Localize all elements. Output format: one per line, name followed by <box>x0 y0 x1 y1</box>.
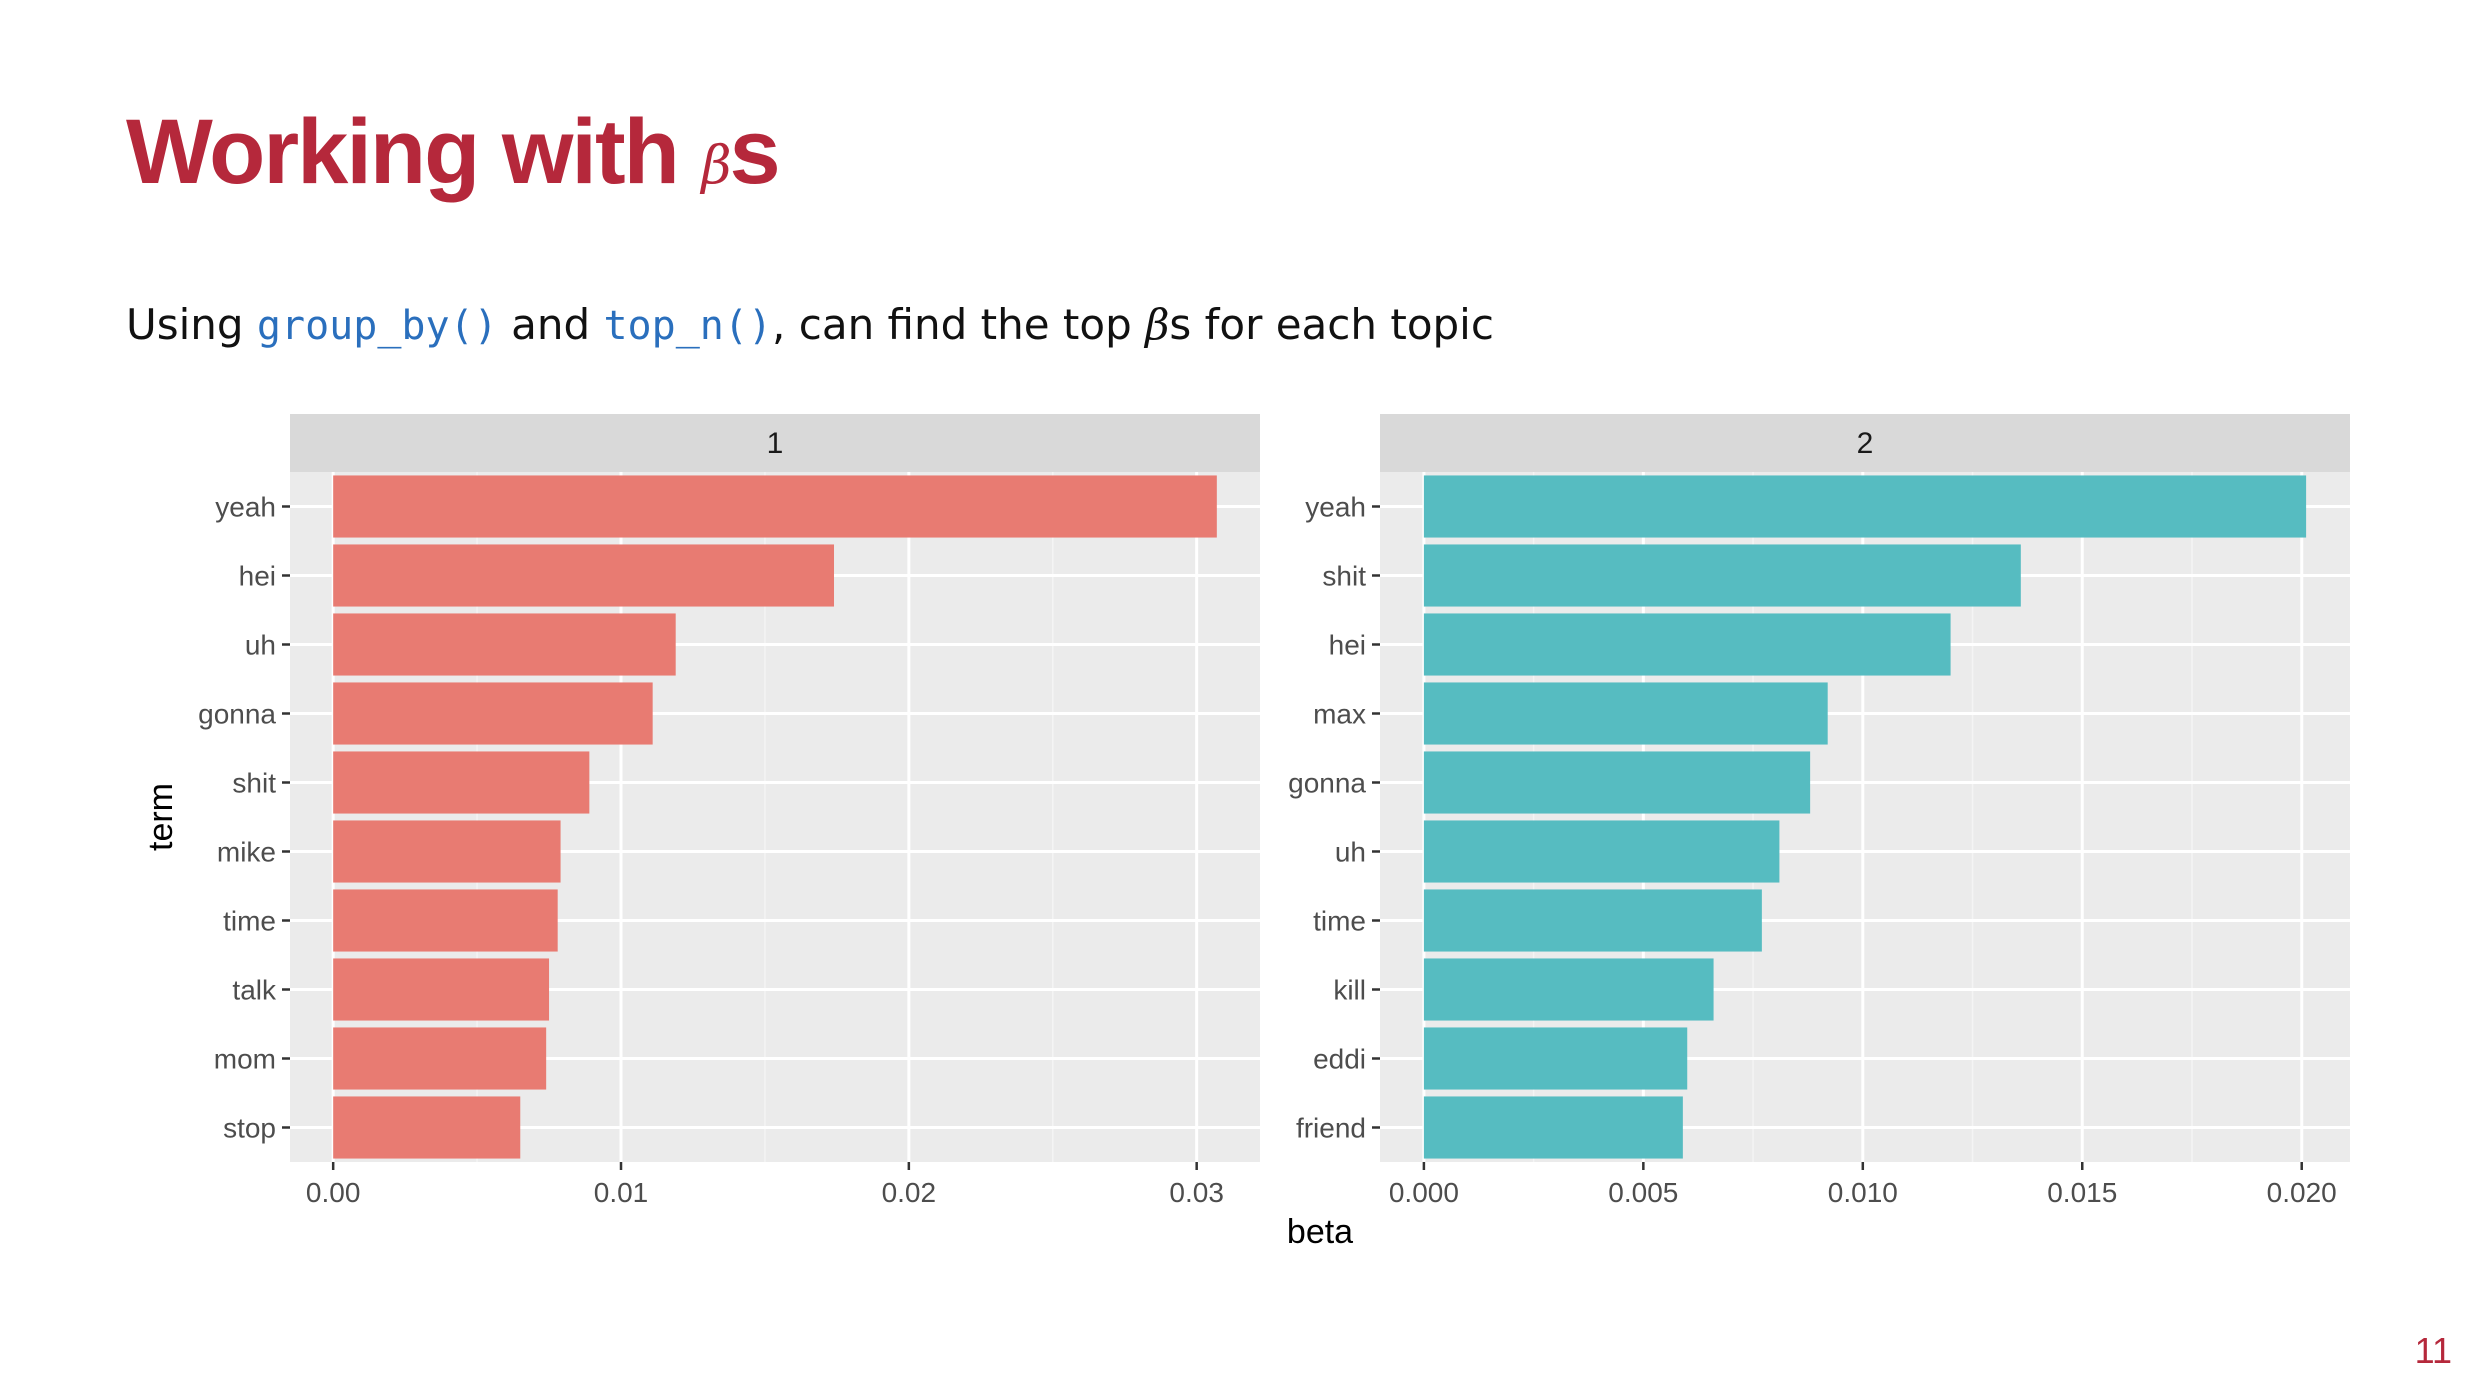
page-number: 11 <box>2414 1330 2452 1371</box>
x-tick-label: 0.005 <box>1608 1177 1678 1208</box>
x-tick-label: 0.010 <box>1828 1177 1898 1208</box>
subtitle-pre: Using <box>126 300 257 349</box>
y-tick-label: yeah <box>215 492 276 523</box>
y-tick-label: gonna <box>1288 768 1366 799</box>
title-beta-symbol: β <box>701 136 731 196</box>
bar-mike <box>333 820 561 883</box>
x-tick-label: 0.03 <box>1169 1177 1224 1208</box>
bar-kill <box>1423 958 1714 1021</box>
y-tick-label: stop <box>223 1113 276 1144</box>
subtitle-beta-symbol: β <box>1145 300 1170 349</box>
subtitle-end: s for each topic <box>1169 300 1494 349</box>
bar-gonna <box>1423 751 1811 814</box>
y-tick-label: gonna <box>198 699 276 730</box>
title-suffix: s <box>729 101 780 203</box>
y-tick-label: time <box>223 906 276 937</box>
bar-eddi <box>1423 1027 1688 1090</box>
bar-mom <box>333 1027 547 1090</box>
x-tick-label: 0.000 <box>1389 1177 1459 1208</box>
bar-uh <box>1423 820 1780 883</box>
slide-title: Working with βs <box>126 100 781 205</box>
subtitle-mid: and <box>497 300 604 349</box>
y-tick-label: talk <box>232 975 277 1006</box>
facet-strip <box>290 414 1260 472</box>
facet-label: 1 <box>767 427 784 460</box>
facet-strip <box>1380 414 2350 472</box>
beta-facet-chart: 1 yeah hei uh gonna shit mike time talk mom stop 0.… <box>142 414 2350 1251</box>
y-tick-label: max <box>1313 699 1366 730</box>
bar-shit <box>1423 544 2021 607</box>
code-top-n: top_n() <box>603 303 773 349</box>
bar-hei <box>1423 613 1951 676</box>
y-tick-label: hei <box>1329 630 1366 661</box>
y-tick-label: kill <box>1333 975 1366 1006</box>
x-tick-label: 0.00 <box>306 1177 361 1208</box>
y-tick-label: time <box>1313 906 1366 937</box>
subtitle-post: , can find the top <box>772 300 1146 349</box>
x-tick-label: 0.01 <box>594 1177 649 1208</box>
y-tick-label: friend <box>1296 1113 1366 1144</box>
bar-yeah <box>1423 475 2307 538</box>
bar-max <box>1423 682 1828 745</box>
bar-friend <box>1423 1096 1683 1159</box>
title-text: Working with <box>126 101 702 203</box>
bar-uh <box>333 613 676 676</box>
bar-shit <box>333 751 590 814</box>
x-axis-title: beta <box>1287 1213 1353 1251</box>
bar-time <box>333 889 558 952</box>
bar-stop <box>333 1096 521 1159</box>
y-tick-label: shit <box>232 768 276 799</box>
bar-talk <box>333 958 550 1021</box>
y-tick-label: mike <box>217 837 276 868</box>
bar-yeah <box>333 475 1217 538</box>
code-group-by: group_by() <box>256 303 498 349</box>
bar-hei <box>333 544 835 607</box>
facet-label: 2 <box>1857 427 1874 460</box>
y-tick-label: hei <box>239 561 276 592</box>
y-tick-label: uh <box>245 630 276 661</box>
bar-gonna <box>333 682 653 745</box>
y-tick-label: yeah <box>1305 492 1366 523</box>
y-axis-title: term <box>142 783 180 851</box>
bar-time <box>1423 889 1762 952</box>
y-tick-label: shit <box>1322 561 1366 592</box>
y-tick-label: uh <box>1335 837 1366 868</box>
slide-subtitle: Using group_by() and top_n(), can find t… <box>126 300 1494 349</box>
y-tick-label: mom <box>214 1044 276 1075</box>
x-tick-label: 0.015 <box>2047 1177 2117 1208</box>
x-tick-label: 0.02 <box>882 1177 937 1208</box>
x-tick-label: 0.020 <box>2267 1177 2337 1208</box>
y-tick-label: eddi <box>1313 1044 1366 1075</box>
